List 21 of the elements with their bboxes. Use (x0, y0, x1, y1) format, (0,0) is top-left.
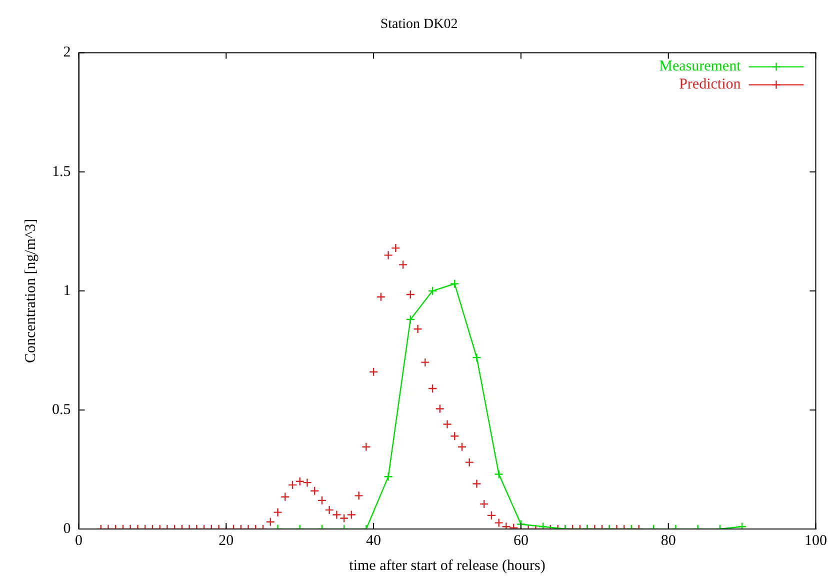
point (428, 286, 438, 296)
point (450, 279, 460, 288)
y-tick-label: 2 (63, 44, 71, 61)
x-tick-label: 0 (75, 532, 82, 549)
y-tick-label: 0 (63, 520, 71, 537)
point (472, 352, 482, 362)
y-tick-label: 1.5 (52, 164, 71, 180)
x-tick-label: 100 (804, 532, 827, 549)
legend-label: Measurement (659, 58, 742, 75)
x-tick-label: 60 (513, 532, 528, 549)
y-axis-title: Concentration [ng/m^3] (22, 218, 39, 363)
x-tick-label: 20 (218, 532, 234, 549)
chart-title: Station DK02 (380, 17, 458, 32)
x-axis-title: time after start of release (hours) (349, 558, 546, 574)
y-tick-label: 0.5 (52, 402, 71, 418)
x-tick-label: 40 (366, 532, 382, 549)
point (737, 522, 747, 529)
y-tick-label: 1 (63, 282, 71, 299)
point (406, 314, 415, 324)
x-tick-label: 80 (660, 532, 676, 549)
legend-label: Prediction (679, 76, 742, 93)
